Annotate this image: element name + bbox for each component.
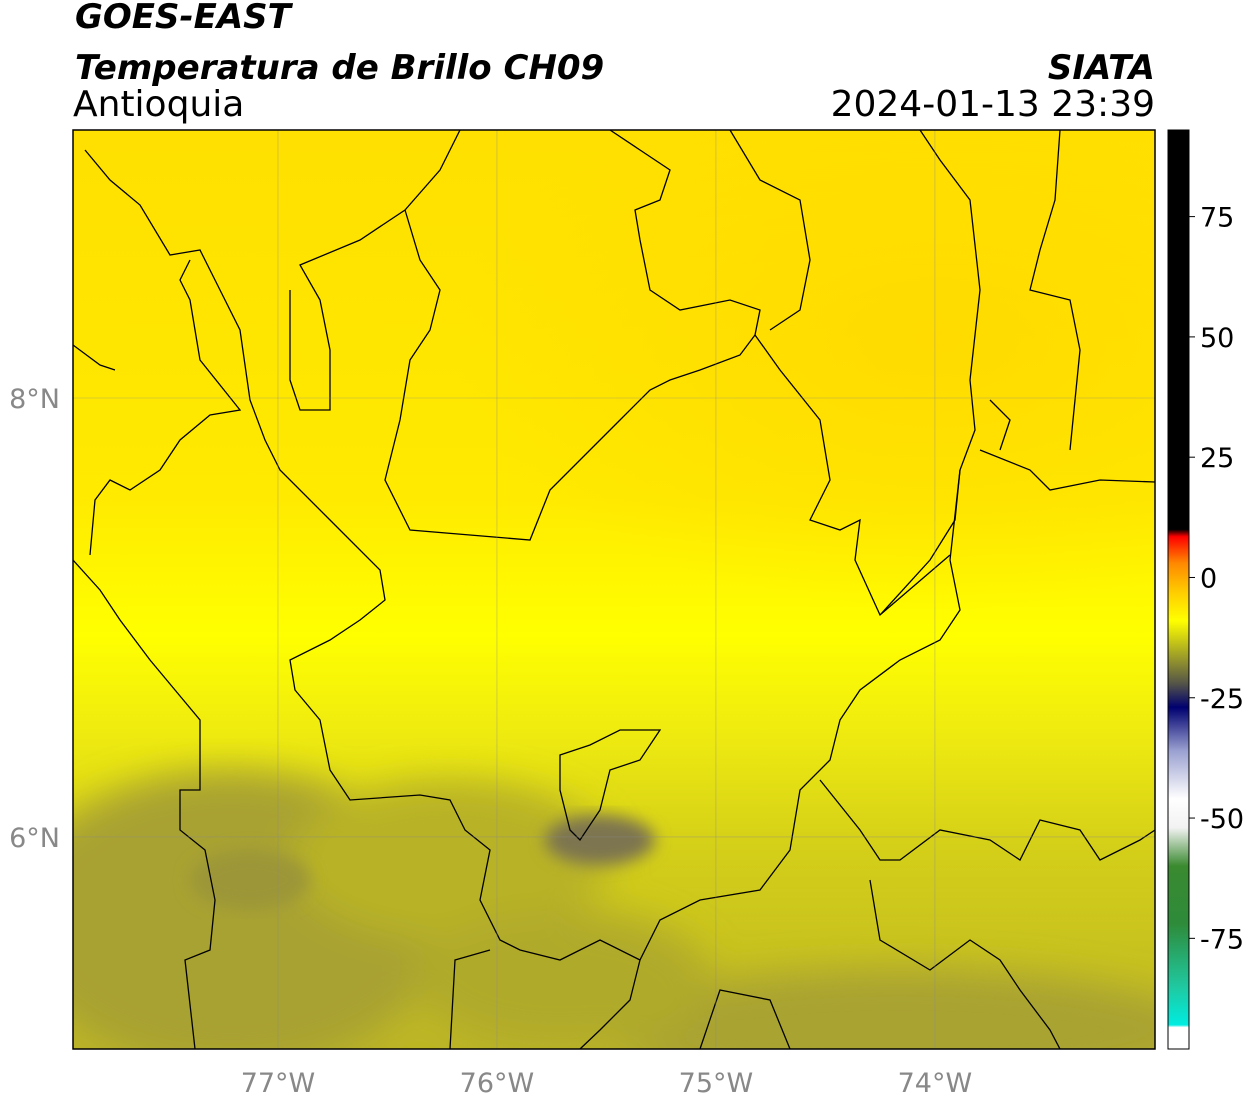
colorbar-tick-label: 50: [1200, 323, 1234, 354]
y-tick-label: 8°N: [9, 384, 60, 415]
colorbar-tick-label: -75: [1200, 924, 1244, 955]
source: SIATA: [1048, 48, 1155, 88]
x-tick-label: 76°W: [460, 1068, 535, 1099]
datetime: 2024-01-13 23:39: [831, 84, 1155, 125]
y-tick-label: 6°N: [9, 823, 60, 854]
colorbar-tick-label: -50: [1200, 804, 1244, 835]
colorbar-tick-label: -25: [1200, 684, 1244, 715]
x-tick-label: 75°W: [679, 1068, 754, 1099]
map-field: [73, 130, 1155, 1049]
region: Antioquia: [73, 84, 244, 125]
colorbar-tick-label: 75: [1200, 203, 1234, 234]
x-tick-label: 74°W: [898, 1068, 973, 1099]
colorbar-tick-label: 0: [1200, 563, 1217, 594]
borders: [73, 130, 1155, 1049]
subtitle: Temperatura de Brillo CH09: [75, 48, 604, 88]
grid: [73, 130, 1155, 1049]
colorbar-tick-label: 25: [1200, 443, 1234, 474]
title: GOES-EAST: [75, 0, 294, 37]
colorbar: [1167, 129, 1190, 1050]
x-tick-label: 77°W: [241, 1068, 316, 1099]
map-frame: [72, 129, 1156, 1050]
